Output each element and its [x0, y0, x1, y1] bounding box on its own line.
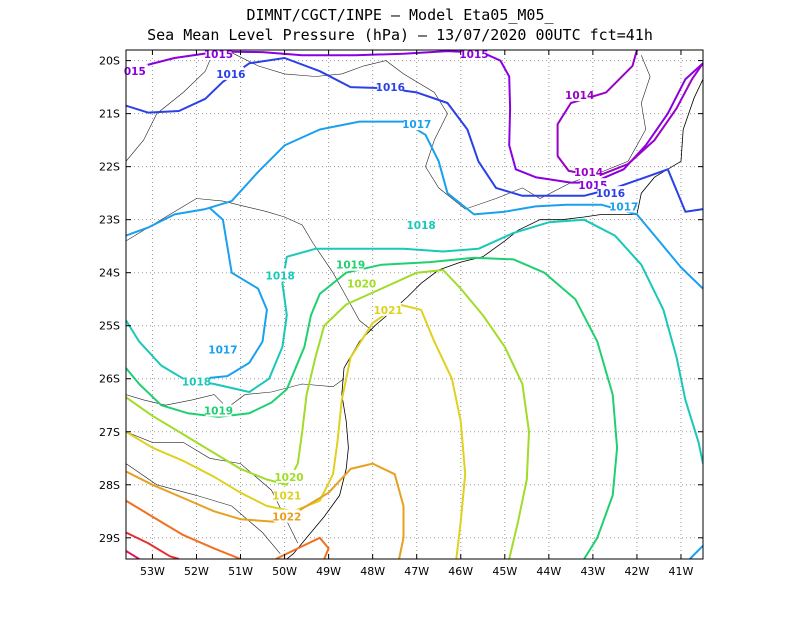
isobar-label-bg — [209, 342, 236, 356]
isobar-label-bg — [183, 374, 210, 388]
isobar-label-bg — [377, 80, 404, 94]
isobar-1018 — [126, 218, 703, 464]
lon-tick-label: 41W — [669, 565, 694, 578]
isobar-label: 1015 — [204, 49, 233, 61]
political-borders — [126, 50, 651, 554]
border-line — [126, 50, 215, 162]
lon-tick-label: 50W — [272, 565, 297, 578]
lat-tick-label: 27S — [99, 426, 120, 439]
isobar-label-bg — [348, 276, 375, 290]
isobar-label: 1022 — [272, 512, 301, 524]
isobar-1022 — [126, 462, 405, 559]
isobar-label: 1017 — [609, 201, 638, 213]
isobar-1023 — [126, 499, 241, 559]
isobar-1025 — [126, 550, 140, 559]
isobar-label: 015 — [124, 66, 146, 78]
isobar-label: 1017 — [208, 345, 237, 357]
isobar-label: 1018 — [406, 220, 435, 232]
isobar-label-bg — [121, 64, 148, 78]
isobar-label: 1016 — [596, 188, 625, 200]
isobar-label-bg — [597, 186, 624, 200]
isobar-label-bg — [275, 469, 302, 483]
isobar-label: 1021 — [373, 305, 402, 317]
isobar-1016 — [126, 57, 703, 213]
isobar-label: 1015 — [459, 49, 488, 61]
isobar-label-bg — [337, 257, 364, 271]
isobar-label: 1020 — [347, 278, 376, 290]
lon-tick-label: 48W — [360, 565, 385, 578]
isobar-label: 1016 — [216, 69, 245, 81]
isobar-label-bg — [375, 302, 402, 316]
isobars — [126, 50, 703, 559]
lon-tick-label: 49W — [316, 565, 341, 578]
lon-tick-label: 53W — [140, 565, 165, 578]
isobar-label-bg — [273, 509, 300, 523]
lon-tick-label: 51W — [228, 565, 253, 578]
isobar-label-bg — [403, 117, 430, 131]
isobar-label-bg — [566, 88, 593, 102]
lat-tick-label: 25S — [99, 320, 120, 333]
isobar-1023 — [275, 536, 330, 559]
border-line — [126, 198, 373, 332]
lat-tick-label: 28S — [99, 479, 120, 492]
border-line — [231, 52, 651, 210]
isobar-label: 1019 — [204, 406, 233, 418]
lat-tick-label: 22S — [99, 161, 120, 174]
isobar-label: 1017 — [402, 119, 431, 131]
isobar-1024 — [126, 531, 180, 559]
isobar-1017 — [200, 207, 268, 380]
lat-tick-label: 21S — [99, 108, 120, 121]
isobar-1020 — [126, 269, 530, 559]
isobar-1026 — [689, 544, 703, 559]
isobar-label: 1014 — [565, 90, 594, 102]
isobar-label-bg — [273, 488, 300, 502]
isobar-label-bg — [205, 403, 232, 417]
isobar-1021 — [126, 303, 467, 559]
lon-tick-label: 44W — [536, 565, 561, 578]
lon-tick-label: 43W — [580, 565, 605, 578]
lat-tick-label: 26S — [99, 373, 120, 386]
coastline-south — [286, 368, 349, 559]
lon-tick-label: 45W — [492, 565, 517, 578]
isobar-label-bg — [267, 268, 294, 282]
isobar-label: 1018 — [182, 376, 211, 388]
lat-tick-label: 24S — [99, 267, 120, 280]
isobar-label-bg — [217, 66, 244, 80]
axis-ticks: 53W 52W 51W 50W 49W 48W 47W 46W 45W 44W 43W 42W 41W 2… — [99, 50, 703, 578]
title-line-2: Sea Mean Level Pressure (hPa) – 13/07/20… — [147, 26, 653, 44]
isobar-label-bg — [408, 217, 435, 231]
lat-tick-label: 23S — [99, 214, 120, 227]
isobar-1014 — [556, 50, 703, 178]
isobar-label-bg — [610, 199, 637, 213]
isobar-label: 1019 — [336, 260, 365, 272]
isobar-label: 1016 — [376, 82, 405, 94]
isobar-label: 1018 — [266, 270, 295, 282]
isobar-label: 1014 — [574, 167, 603, 179]
isobar-label: 1020 — [274, 472, 303, 484]
map-frame — [125, 49, 704, 560]
lat-tick-label: 20S — [99, 55, 120, 68]
lon-tick-label: 42W — [624, 565, 649, 578]
lat-tick-label: 29S — [99, 532, 120, 545]
isobar-label-bg — [575, 164, 602, 178]
lon-tick-label: 47W — [404, 565, 429, 578]
border-line — [126, 463, 281, 554]
lon-tick-label: 52W — [184, 565, 209, 578]
border-line — [126, 431, 299, 544]
isobar-label: 1021 — [272, 490, 301, 502]
isobar-1015 — [126, 50, 703, 184]
lon-tick-label: 46W — [448, 565, 473, 578]
title-line-1: DIMNT/CGCT/INPE – Model Eta05_M05_ — [246, 6, 554, 24]
isobar-1019 — [126, 256, 619, 559]
lat-lon-grid — [126, 50, 703, 559]
